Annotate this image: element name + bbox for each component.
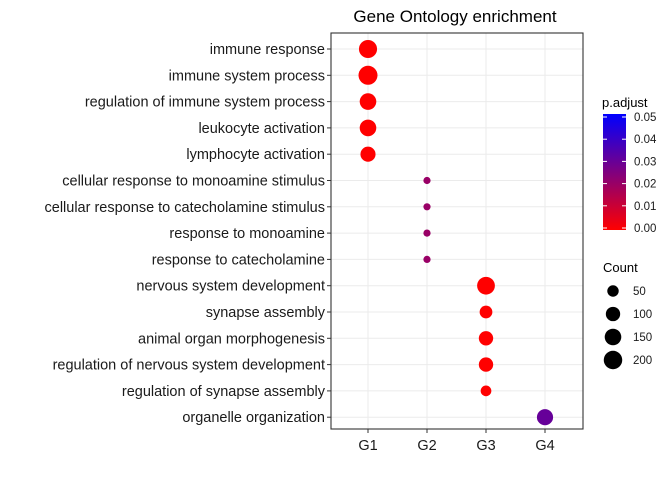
y-tick-label: response to catecholamine [152,252,325,268]
size-legend-key [607,285,619,297]
color-legend: p.adjust 0.05 0.04 0.03 0.02 0.01 0.00 [602,95,657,235]
data-point [423,229,431,237]
y-tick-label: regulation of nervous system development [53,358,325,374]
data-point [423,176,431,185]
size-legend: Count 50 100 150 200 [603,260,652,370]
data-point [358,65,378,85]
size-legend-key [603,350,623,370]
chart-title: Gene Ontology enrichment [353,7,556,26]
data-point [480,385,492,397]
color-legend-tick-label: 0.03 [634,156,656,168]
y-tick-label: nervous system development [136,279,325,295]
color-legend-tick-label: 0.01 [634,201,656,213]
x-tick-label: G4 [535,438,554,454]
x-axis: G1 G2 G3 G4 [358,429,555,454]
size-legend-key [604,328,622,346]
y-tick-label: immune response [210,42,325,58]
color-legend-tick-label: 0.05 [634,112,656,124]
color-legend-ticks: 0.05 0.04 0.03 0.02 0.01 0.00 [603,112,657,235]
data-point [359,119,377,137]
y-tick-label: regulation of immune system process [85,95,325,111]
size-legend-items: 50 100 150 200 [603,285,652,370]
x-tick-label: G3 [476,438,495,454]
y-tick-label: regulation of synapse assembly [122,384,326,400]
data-point [477,276,495,295]
size-legend-label: 200 [633,355,652,367]
y-tick-label: response to monoamine [169,226,325,242]
data-point [536,409,554,426]
plot-points [358,39,554,426]
y-tick-label: organelle organization [182,410,325,426]
size-legend-key [605,306,621,322]
size-legend-label: 50 [633,286,646,298]
size-legend-title: Count [603,260,638,275]
y-tick-label: cellular response to catecholamine stimu… [45,200,325,216]
y-tick-label: cellular response to monoamine stimulus [62,174,325,190]
y-tick-label: lymphocyte activation [186,147,325,163]
y-axis: immune response immune system process regu… [45,42,331,426]
color-legend-tick-label: 0.04 [634,134,657,146]
y-tick-label: leukocyte activation [198,121,325,137]
y-tick-label: synapse assembly [206,305,326,321]
data-point [478,331,494,346]
color-legend-gradient-bar [603,114,626,230]
color-legend-tick-label: 0.00 [634,223,656,235]
size-legend-label: 100 [633,309,652,321]
data-point [359,93,377,110]
data-point [358,39,378,59]
y-tick-label: animal organ morphogenesis [138,331,325,347]
size-legend-label: 150 [633,332,652,344]
x-tick-label: G1 [358,438,377,454]
data-point [478,357,494,372]
data-point [360,146,376,162]
plot-grid [331,33,583,429]
color-legend-tick-label: 0.02 [634,179,656,191]
x-tick-label: G2 [417,438,436,454]
color-legend-title: p.adjust [602,95,648,110]
plot-panel-border [330,32,584,430]
data-point [423,255,431,264]
data-point [423,203,431,211]
data-point [479,305,493,319]
y-tick-label: immune system process [169,68,325,84]
